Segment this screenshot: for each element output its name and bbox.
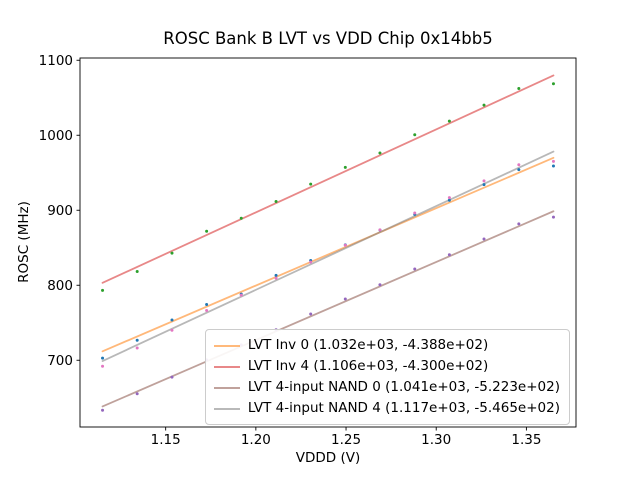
data-point: [274, 273, 278, 277]
legend: LVT Inv 0 (1.032e+03, -4.388e+02) LVT In…: [204, 329, 570, 425]
data-point: [101, 288, 105, 292]
data-point: [309, 312, 313, 316]
data-point: [482, 183, 486, 187]
data-point: [101, 408, 105, 412]
x-tick-label: 1.15: [151, 432, 181, 448]
data-point: [378, 228, 382, 232]
y-tick-label: 800: [47, 278, 73, 294]
data-point: [482, 179, 486, 183]
legend-line-swatch: [213, 365, 240, 368]
data-point: [517, 222, 521, 226]
data-point: [343, 297, 347, 301]
y-tick-label: 700: [47, 353, 73, 369]
fit-line: [101, 74, 555, 284]
data-point: [170, 318, 174, 322]
y-tick-label: 1000: [39, 128, 73, 144]
legend-label: LVT 4-input NAND 0 (1.041e+03, -5.223e+0…: [247, 379, 560, 395]
data-point: [170, 375, 174, 379]
data-point: [239, 216, 243, 220]
data-point: [517, 86, 521, 90]
data-point: [551, 215, 555, 219]
y-tick-label: 1100: [39, 53, 73, 69]
data-point: [551, 159, 555, 163]
y-tick-label: 900: [47, 203, 73, 219]
legend-label: LVT 4-input NAND 4 (1.117e+03, -5.465e+0…: [247, 400, 560, 416]
data-point: [413, 211, 417, 215]
data-point: [482, 237, 486, 241]
data-point: [274, 276, 278, 280]
data-point: [239, 293, 243, 297]
legend-line-swatch: [213, 386, 240, 389]
legend-item: LVT 4-input NAND 0 (1.041e+03, -5.223e+0…: [213, 377, 560, 398]
data-point: [205, 229, 209, 233]
x-tick-label: 1.20: [241, 432, 271, 448]
data-point: [551, 164, 555, 168]
legend-label: LVT Inv 4 (1.106e+03, -4.300e+02): [247, 358, 489, 374]
data-point: [378, 283, 382, 287]
data-point: [447, 196, 451, 200]
x-tick-label: 1.30: [421, 432, 451, 448]
data-point: [135, 269, 139, 273]
fit-line: [101, 150, 555, 362]
data-point: [135, 392, 139, 396]
legend-item: LVT Inv 0 (1.032e+03, -4.388e+02): [213, 335, 560, 356]
data-point: [447, 253, 451, 257]
data-point: [309, 260, 313, 264]
data-point: [378, 151, 382, 155]
legend-item: LVT Inv 4 (1.106e+03, -4.300e+02): [213, 356, 560, 377]
axes-spines: [79, 57, 577, 428]
data-point: [447, 198, 451, 202]
data-point: [101, 364, 105, 368]
data-point: [447, 119, 451, 123]
data-point: [101, 356, 105, 360]
data-point: [135, 346, 139, 350]
data-point: [517, 168, 521, 172]
data-point: [343, 243, 347, 247]
x-axis-label: VDDD (V): [295, 450, 361, 466]
data-point: [309, 182, 313, 186]
data-point: [135, 338, 139, 342]
data-point: [482, 103, 486, 107]
fit-line: [101, 210, 555, 408]
x-tick-label: 1.25: [331, 432, 361, 448]
fit-line: [101, 156, 555, 353]
x-tick-label: 1.35: [511, 432, 541, 448]
legend-item: LVT 4-input NAND 4 (1.117e+03, -5.465e+0…: [213, 398, 560, 419]
y-axis-label: ROSC (MHz): [16, 201, 32, 283]
data-point: [170, 251, 174, 255]
legend-line-swatch: [213, 407, 240, 410]
data-point: [205, 302, 209, 306]
data-point: [343, 165, 347, 169]
data-point: [205, 308, 209, 312]
data-point: [551, 82, 555, 86]
legend-line-swatch: [213, 344, 240, 347]
data-point: [170, 328, 174, 332]
legend-label: LVT Inv 0 (1.032e+03, -4.388e+02): [247, 337, 489, 353]
chart-title: ROSC Bank B LVT vs VDD Chip 0x14bb5: [163, 29, 493, 48]
data-point: [413, 133, 417, 137]
data-point: [274, 200, 278, 204]
data-point: [413, 267, 417, 271]
data-point: [517, 163, 521, 167]
